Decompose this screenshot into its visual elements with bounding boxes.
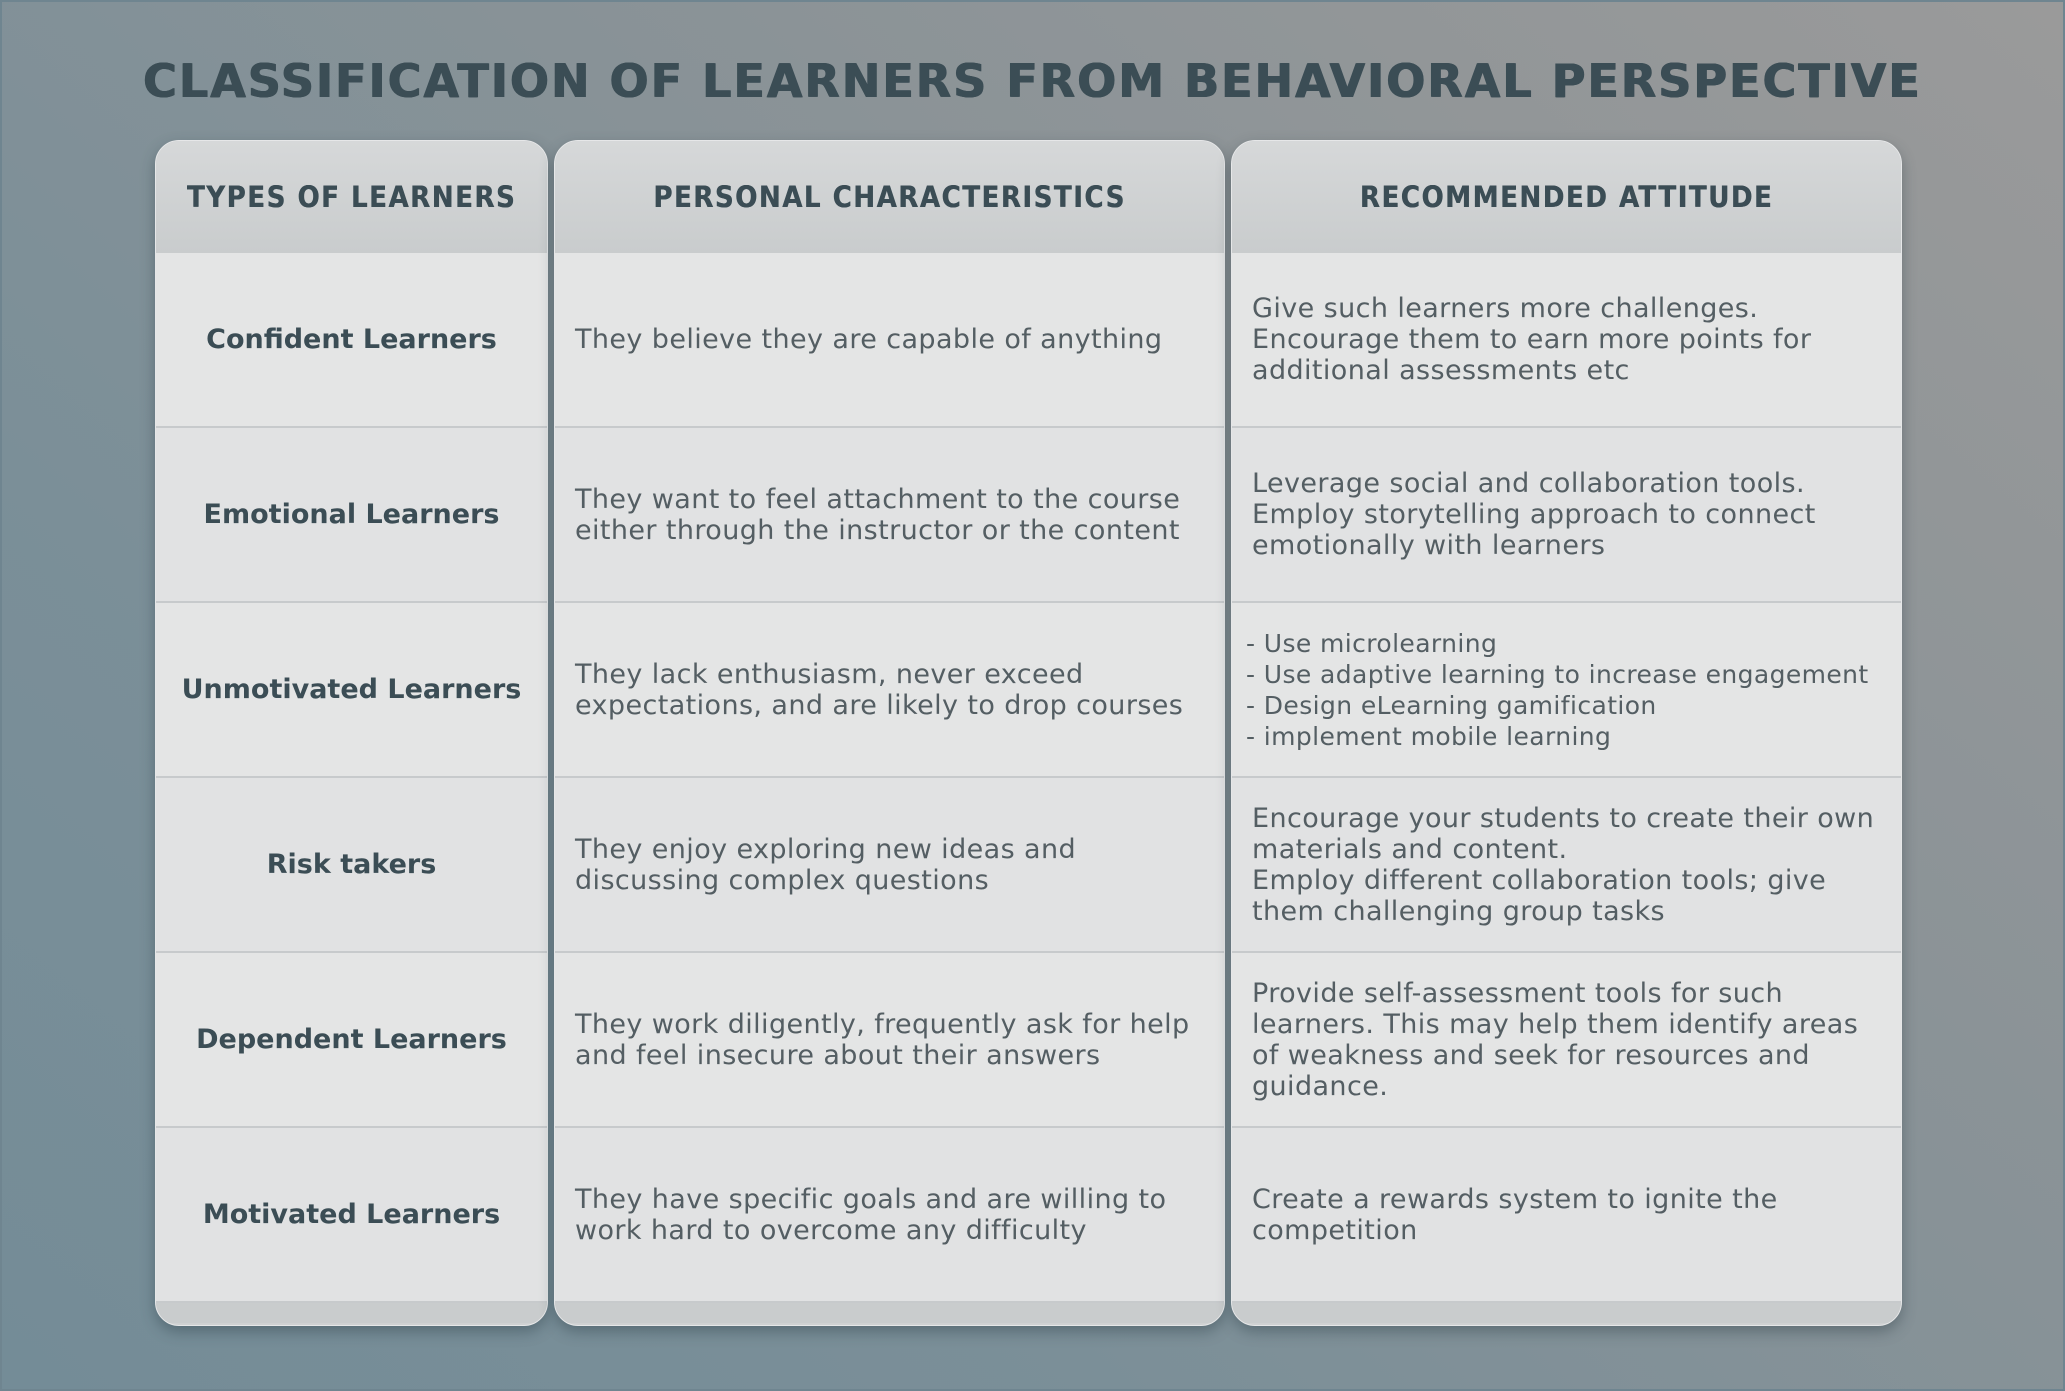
column-recommended-attitude: Recommended Attitude Give such learners … [1231, 140, 1902, 1326]
attitude-text: Create a rewards system to ignite the co… [1252, 1183, 1778, 1246]
column-types-of-learners: Types of Learners Confident Learners Emo… [155, 140, 548, 1326]
header-recommended-attitude: Recommended Attitude [1232, 141, 1901, 253]
characteristics-cell: They want to feel attachment to the cour… [555, 428, 1224, 603]
header-personal-characteristics: Personal Characteristics [555, 141, 1224, 253]
characteristics-cell: They enjoy exploring new ideas and discu… [555, 778, 1224, 953]
attitude-text: Give such learners more challenges. Enco… [1252, 293, 1812, 386]
attitude-cell: Leverage social and collaboration tools.… [1232, 428, 1901, 603]
characteristics-text: They believe they are capable of anythin… [575, 324, 1163, 355]
characteristics-text: They have specific goals and are willing… [575, 1183, 1167, 1246]
attitude-cell: Create a rewards system to ignite the co… [1232, 1128, 1901, 1303]
column-footer [156, 1303, 547, 1323]
attitude-text: Encourage your students to create their … [1252, 802, 1875, 927]
characteristics-text: They want to feel attachment to the cour… [575, 483, 1181, 546]
learner-type-cell: Emotional Learners [156, 428, 547, 603]
attitude-cell: Provide self-assessment tools for such l… [1232, 953, 1901, 1128]
characteristics-text: They enjoy exploring new ideas and discu… [575, 833, 1077, 896]
learner-type-cell: Unmotivated Learners [156, 603, 547, 778]
page-title: Classification of Learners from Behavior… [143, 54, 1922, 108]
column-footer [555, 1303, 1224, 1323]
column-footer [1232, 1303, 1901, 1323]
characteristics-text: They work diligently, frequently ask for… [575, 1008, 1190, 1071]
characteristics-cell: They work diligently, frequently ask for… [555, 953, 1224, 1128]
characteristics-cell: They believe they are capable of anythin… [555, 253, 1224, 428]
characteristics-cell: They have specific goals and are willing… [555, 1128, 1224, 1303]
attitude-text: - Use microlearning - Use adaptive learn… [1246, 628, 1869, 751]
attitude-cell: Encourage your students to create their … [1232, 778, 1901, 953]
learner-type-cell: Confident Learners [156, 253, 547, 428]
header-types-of-learners: Types of Learners [156, 141, 547, 253]
attitude-text: Leverage social and collaboration tools.… [1252, 468, 1816, 561]
learner-type-cell: Dependent Learners [156, 953, 547, 1128]
column-personal-characteristics: Personal Characteristics They believe th… [554, 140, 1225, 1326]
learner-type-cell: Motivated Learners [156, 1128, 547, 1303]
attitude-cell: Give such learners more challenges. Enco… [1232, 253, 1901, 428]
characteristics-text: They lack enthusiasm, never exceed expec… [575, 658, 1184, 721]
learner-type-cell: Risk takers [156, 778, 547, 953]
characteristics-cell: They lack enthusiasm, never exceed expec… [555, 603, 1224, 778]
attitude-text: Provide self-assessment tools for such l… [1252, 977, 1859, 1102]
attitude-cell: - Use microlearning - Use adaptive learn… [1232, 603, 1901, 778]
